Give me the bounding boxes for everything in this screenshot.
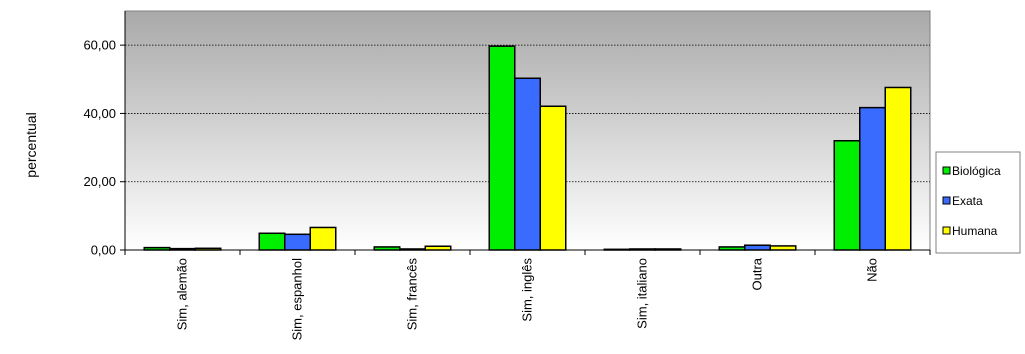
x-tick-label: Outra [750,257,765,290]
bar-humana [309,226,337,251]
x-tick-label: Sim, inglês [520,258,535,322]
bar-humana [424,245,452,251]
bar-exata [514,77,541,251]
bar-biol-gica [833,139,861,251]
x-tick-labels: Sim, alemão Sim, espanhol Sim, francês Sim,… [175,257,880,340]
y-tick-label: 20,00 [83,174,116,189]
bar-exata [284,233,311,251]
bar-humana [884,86,912,251]
legend-label: Biológica [952,164,1001,178]
x-tick-label: Sim, espanhol [290,258,305,340]
x-tick-label: Sim, italiano [635,258,650,329]
bar-exata [744,244,771,251]
y-tick-label: 60,00 [83,38,116,53]
legend: Biológica Exata Humana [935,151,1021,254]
x-tick-label: Sim, alemão [175,258,190,330]
legend-label: Exata [952,194,983,208]
bar-humana [769,245,797,251]
y-tick-label: 40,00 [83,106,116,121]
bar-biol-gica [258,232,286,251]
legend-swatch [942,226,951,235]
x-tick-label: Não [865,258,880,282]
bar-humana [539,105,567,251]
y-tick-labels: 0,00 20,00 40,00 60,00 [83,38,116,258]
bar-exata [859,106,886,251]
legend-swatch [942,166,951,175]
x-tick-label: Sim, francês [405,258,420,331]
bar-biol-gica [488,45,516,251]
y-tick-label: 0,00 [91,243,116,258]
axes [120,11,931,255]
legend-label: Humana [952,224,998,238]
y-axis-title: percentual [23,112,39,177]
legend-swatch [942,196,951,205]
